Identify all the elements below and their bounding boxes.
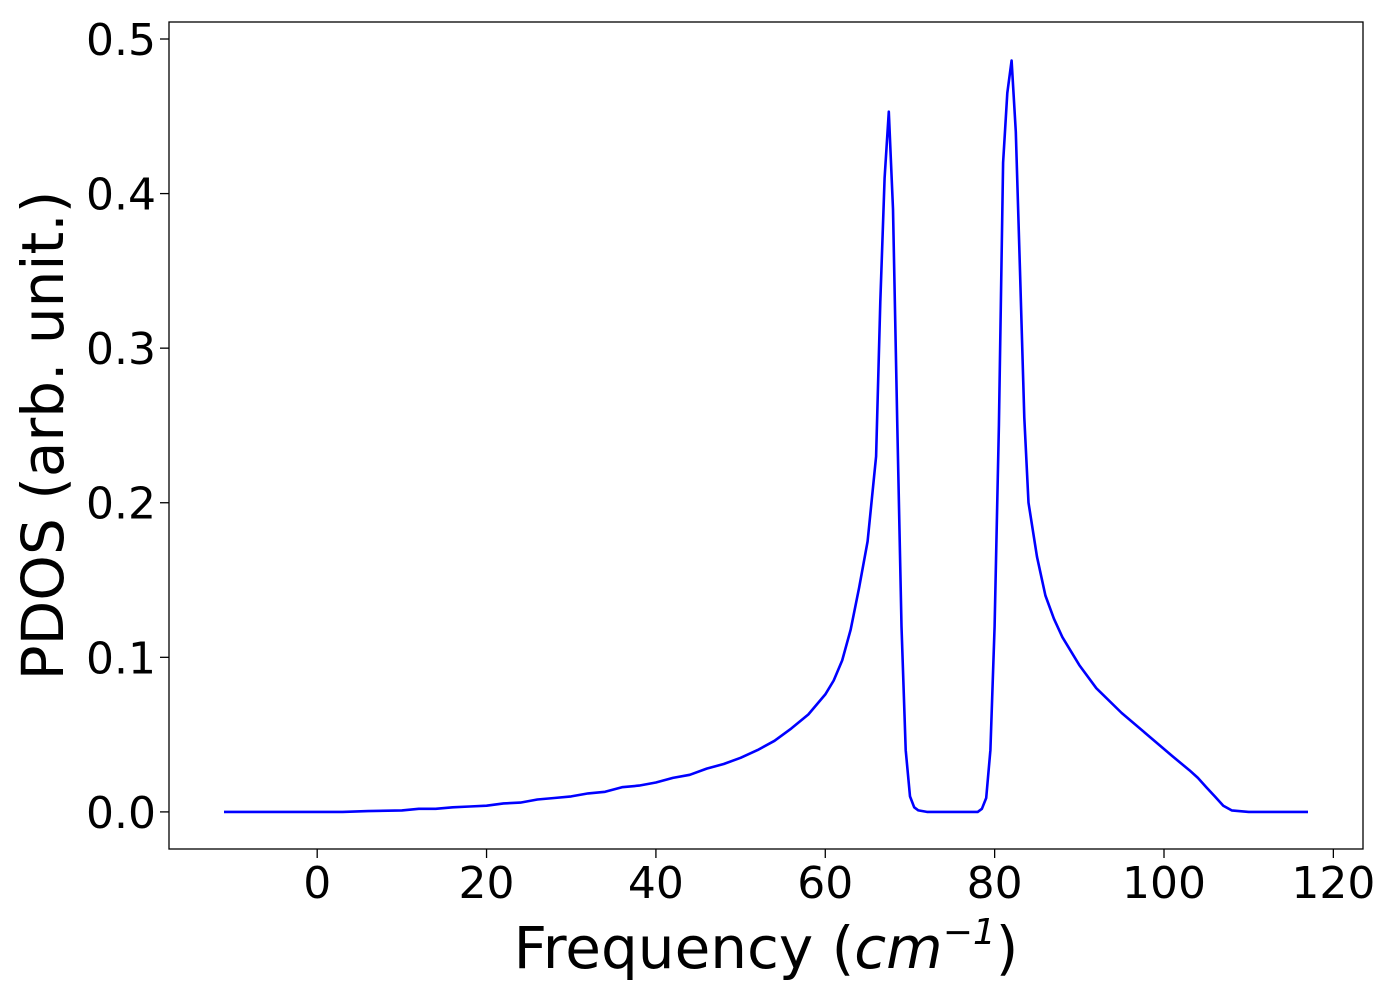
- series-group: [224, 59, 1308, 814]
- y-tick-label: 0.1: [86, 633, 156, 684]
- y-tick-label: 0.5: [86, 15, 156, 66]
- y-axis-title: PDOS (arb. unit.): [9, 191, 77, 681]
- x-tick-label: 20: [459, 858, 515, 909]
- x-tick-label: 40: [628, 858, 684, 909]
- y-tick-label: 0.3: [86, 324, 156, 375]
- y-axis-ticks: 0.0 0.1 0.2 0.3 0.4 0.5: [86, 15, 169, 839]
- x-tick-label: 60: [797, 858, 853, 909]
- x-axis-title: Frequency (cm−1): [514, 912, 1019, 982]
- x-tick-label: 80: [967, 858, 1023, 909]
- x-axis-ticks: 0 20 40 60 80 100 120: [303, 849, 1375, 909]
- x-tick-label: 0: [303, 858, 331, 909]
- x-tick-label: 120: [1291, 858, 1375, 909]
- pdos-line: [224, 59, 1308, 814]
- plot-frame: [168, 21, 1364, 850]
- y-tick-label: 0.4: [86, 170, 156, 221]
- y-tick-label: 0.2: [86, 479, 156, 530]
- y-tick-label: 0.0: [86, 788, 156, 839]
- x-tick-label: 100: [1122, 858, 1206, 909]
